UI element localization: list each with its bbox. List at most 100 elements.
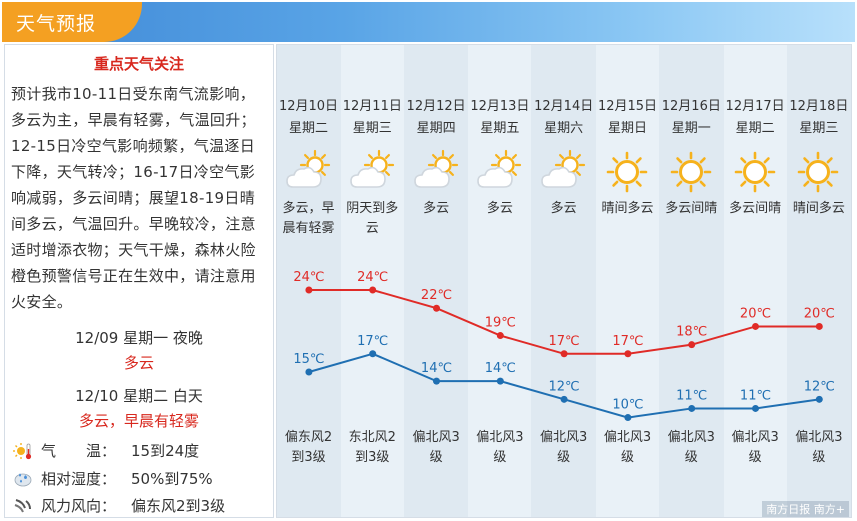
- sun-icon: [798, 151, 839, 193]
- cloudy-sun-icon: [477, 149, 522, 188]
- focus-title: 重点天气关注: [93, 55, 184, 73]
- high-temp-label: 22℃: [421, 288, 452, 303]
- high-temp-label: 24℃: [293, 270, 324, 285]
- high-temp-label: 18℃: [676, 325, 707, 340]
- forecast-weekday: 星期三: [352, 121, 392, 136]
- forecast-day-1: 12月10日 星期二多云，早晨有轻雾 偏东风2到3级: [277, 45, 340, 517]
- low-temp-label: 14℃: [485, 361, 516, 376]
- wind-value: 偏东风2到3级: [131, 497, 226, 515]
- humidity-value: 50%到75%: [131, 470, 213, 488]
- forecast-weekday: 星期六: [544, 121, 584, 136]
- forecast-wind: 东北风2到3级: [348, 430, 396, 465]
- sun-icon: [606, 151, 648, 193]
- low-temp-label: 11℃: [676, 388, 707, 403]
- forecast-weekday: 星期二: [288, 121, 328, 136]
- forecast-weather: 多云: [486, 201, 513, 216]
- forecast-weather: 晴间多云: [601, 201, 654, 216]
- header-bar: 天气预报: [2, 2, 855, 42]
- high-temp-point: [624, 350, 632, 358]
- forecast-wind: 偏北风3级: [731, 430, 779, 465]
- humidity-label: 相对湿度：: [41, 470, 117, 488]
- forecast-weather: 多云，早晨有轻雾: [282, 201, 335, 236]
- forecast-date: 12月12日: [406, 99, 466, 114]
- widget-title: 天气预报: [16, 13, 97, 35]
- forecast-date: 12月13日: [470, 99, 530, 114]
- low-temp-label: 14℃: [421, 361, 452, 376]
- high-temp-label: 17℃: [549, 334, 580, 349]
- high-temp-point: [752, 322, 759, 330]
- high-temp-point: [305, 286, 313, 294]
- forecast-wind: 偏北风3级: [667, 430, 715, 465]
- low-temp-label: 11℃: [740, 388, 771, 403]
- forecast-wind: 偏北风3级: [476, 430, 524, 465]
- forecast-date: 12月11日: [342, 99, 402, 114]
- forecast-day-6: 12月15日 星期日 晴间多云 偏北风3级: [596, 45, 659, 517]
- forecast-wind: 偏北风3级: [795, 430, 843, 465]
- forecast-day-4: 12月13日 星期五多云偏北风3级: [468, 45, 532, 517]
- high-temp-point: [688, 341, 696, 349]
- low-temp-label: 15℃: [293, 352, 324, 367]
- forecast-wind: 偏北风3级: [540, 430, 588, 465]
- temperature-label: 气 温：: [41, 442, 117, 460]
- focus-text: 预计我市10-11日受东南气流影响，多云为主，早晨有轻雾，气温回升；12-15日…: [11, 85, 256, 311]
- high-temp-label: 20℃: [740, 306, 771, 321]
- thermometer-sun-icon: [13, 443, 32, 460]
- period-tonight: 12/09 星期一 夜晚 多云: [5, 327, 273, 373]
- cloudy-sun-icon: [541, 149, 586, 188]
- cloudy-sun-icon: [413, 149, 458, 188]
- high-temp-label: 24℃: [357, 270, 388, 285]
- header-tab: [2, 2, 142, 42]
- watermark: 南方日报 南方+: [762, 501, 849, 517]
- low-temp-point: [624, 414, 632, 422]
- forecast-day-5: 12月14日 星期六 多云 偏北风3级: [532, 45, 595, 517]
- forecast-weather: 多云: [550, 201, 577, 216]
- forecast-day-9: 12月18日 星期三晴间多云偏北风3级: [787, 45, 850, 517]
- low-temp-label: 12℃: [549, 379, 580, 394]
- forecast-weekday: 星期四: [416, 121, 456, 136]
- forecast-date: 12月16日: [661, 99, 721, 114]
- forecast-panel: 12月10日 星期二 多云，早晨有轻雾 偏东风2到3级 12月11日 星期三 阴天到多云 东北…: [276, 44, 852, 518]
- forecast-date: 12月10日: [278, 99, 339, 114]
- high-temp-label: 19℃: [485, 316, 516, 331]
- temperature-chart: 24℃ 24℃ 22℃ 19℃ 17℃ 17℃ 18℃ 20℃ 20℃ 15℃ 17℃ 14℃ 14℃ 1…: [293, 270, 835, 422]
- cloudy-sun-icon: [286, 149, 331, 188]
- wind-icon: [14, 499, 31, 513]
- low-temp-label: 17℃: [357, 334, 388, 349]
- low-temp-point: [369, 350, 377, 358]
- forecast-weather: 多云间晴: [665, 201, 718, 216]
- sun-icon: [734, 151, 775, 193]
- forecast-weekday: 星期一: [671, 121, 711, 136]
- forecast-day-3: 12月12日 星期四 多云 偏北风3级: [405, 45, 468, 517]
- high-temp-label: 20℃: [804, 306, 835, 321]
- forecast-weather: 晴间多云: [792, 201, 845, 216]
- low-temp-point: [688, 404, 696, 412]
- forecast-weekday: 星期三: [799, 121, 839, 136]
- forecast-day-7: 12月16日 星期一多云间晴偏北风3级: [660, 45, 723, 517]
- low-temp-point: [305, 368, 313, 376]
- low-temp-label: 12℃: [804, 379, 835, 394]
- forecast-day-2: 12月11日 星期三阴天到多云东北风2到3级: [340, 45, 404, 517]
- forecast-date: 12月15日: [597, 99, 658, 114]
- wind-label: 风力风向：: [41, 497, 117, 515]
- forecast-weekday: 星期五: [480, 121, 520, 136]
- period-weather: 多云，早晨有轻雾: [78, 412, 199, 430]
- forecast-date: 12月17日: [725, 99, 785, 114]
- high-temp-point: [560, 350, 568, 358]
- low-temp-point: [815, 395, 823, 403]
- forecast-weather: 多云: [423, 201, 450, 216]
- period-date: 12/09 星期一 夜晚: [75, 329, 203, 347]
- forecast-weekday: 星期二: [735, 121, 775, 136]
- forecast-date: 12月18日: [789, 99, 849, 114]
- low-temp-point: [560, 395, 568, 403]
- period-date: 12/10 星期二 白天: [75, 387, 203, 405]
- temperature-value: 15到24度: [131, 442, 200, 460]
- period-weather: 多云: [123, 354, 154, 372]
- high-temp-point: [433, 304, 440, 312]
- forecast-wind: 偏东风2到3级: [284, 430, 333, 465]
- forecast-weekday: 星期日: [607, 121, 647, 136]
- high-temp-point: [369, 286, 377, 294]
- forecast-weather: 阴天到多云: [346, 201, 399, 236]
- period-day: 12/10 星期二 白天 多云，早晨有轻雾: [5, 385, 273, 431]
- weather-focus-panel: 重点天气关注 预计我市10-11日受东南气流影响，多云为主，早晨有轻雾，气温回升…: [4, 44, 274, 518]
- sun-icon: [670, 151, 712, 193]
